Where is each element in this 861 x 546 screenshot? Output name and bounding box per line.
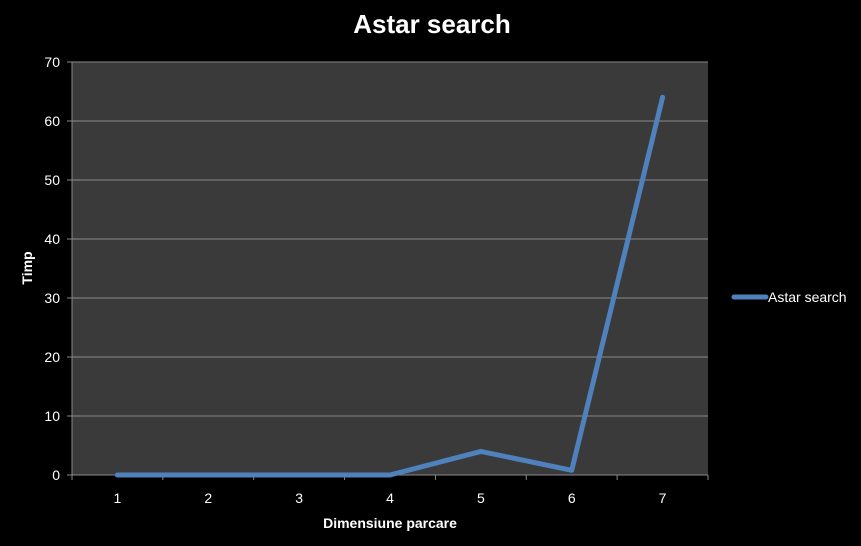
- data-point: [387, 472, 393, 478]
- y-tick-label: 40: [44, 231, 60, 247]
- y-tick-label: 20: [44, 349, 60, 365]
- chart-title: Astar search: [353, 9, 511, 39]
- y-tick-label: 30: [44, 290, 60, 306]
- x-tick-label: 2: [204, 490, 212, 506]
- y-tick-label: 10: [44, 408, 60, 424]
- x-tick-label: 3: [295, 490, 303, 506]
- data-point: [114, 472, 120, 478]
- x-tick-label: 6: [568, 490, 576, 506]
- legend-label: Astar search: [768, 289, 847, 305]
- plot-area: [72, 62, 708, 475]
- series-layer: [114, 94, 666, 478]
- y-axis: 0 10 20 30 40 50 60 70: [44, 54, 73, 483]
- data-point: [660, 94, 666, 100]
- y-axis-title: Timp: [19, 251, 35, 284]
- x-tick-label: 7: [659, 490, 667, 506]
- y-tick-label: 50: [44, 172, 60, 188]
- x-tick-label: 1: [114, 490, 122, 506]
- data-point: [296, 472, 302, 478]
- gridlines: [72, 61, 708, 417]
- y-tick-label: 0: [52, 467, 60, 483]
- y-tick-label: 70: [44, 54, 60, 70]
- legend: Astar search: [731, 289, 847, 305]
- y-tick-label: 60: [44, 113, 60, 129]
- data-point: [205, 472, 211, 478]
- x-tick-label: 4: [386, 490, 394, 506]
- x-axis-title: Dimensiune parcare: [323, 515, 457, 531]
- data-point: [569, 467, 575, 473]
- data-point: [478, 448, 484, 454]
- x-tick-label: 5: [477, 490, 485, 506]
